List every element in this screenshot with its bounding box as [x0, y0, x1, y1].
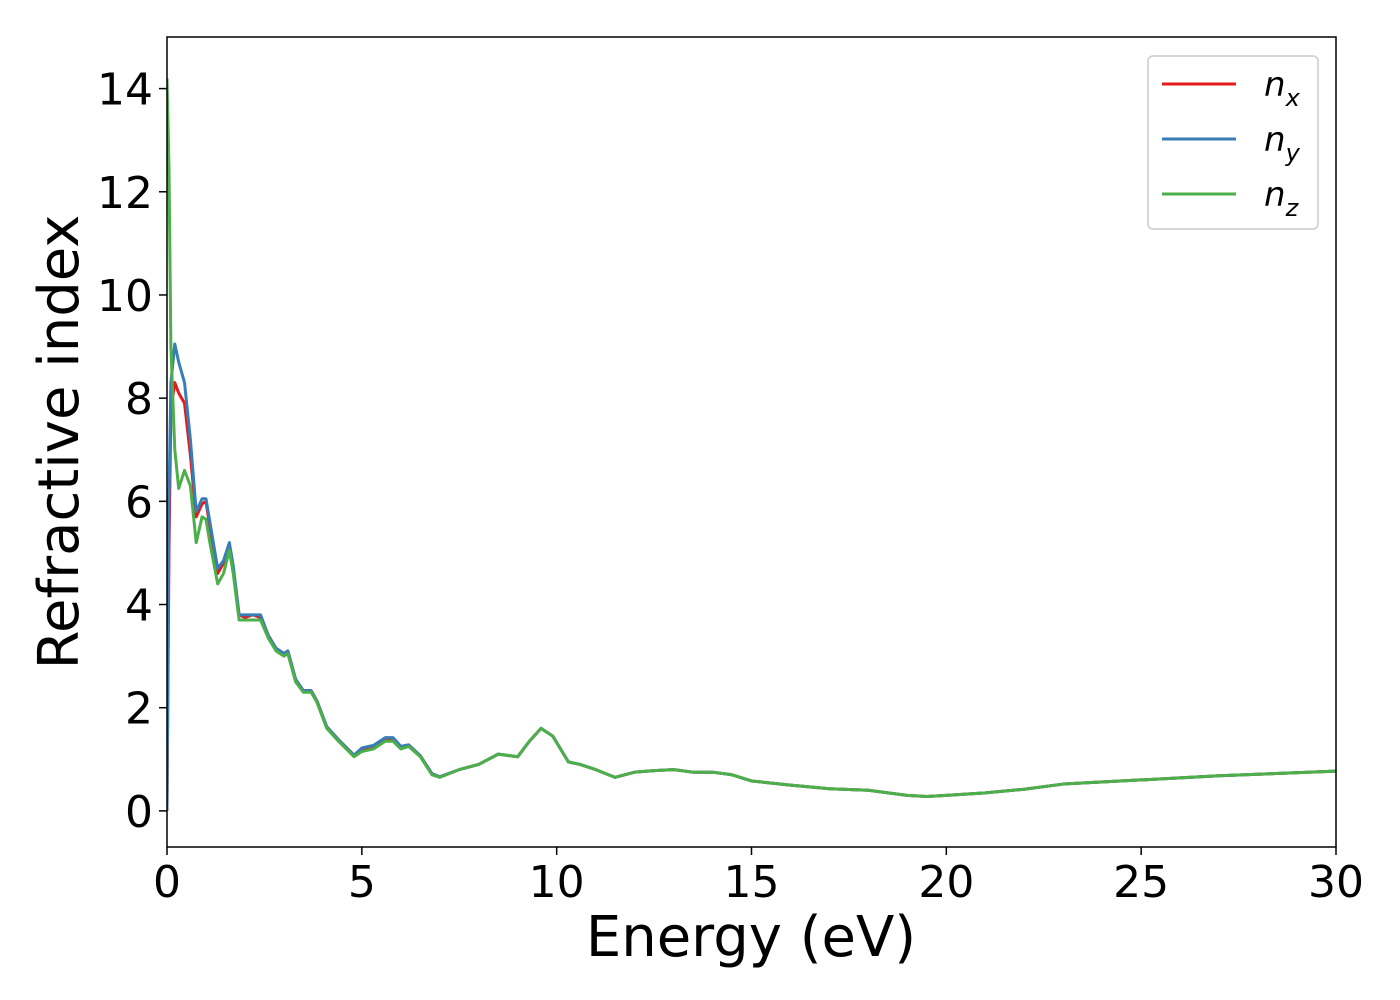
x-tick-label: 10: [529, 857, 585, 908]
x-tick-label: 25: [1113, 857, 1169, 908]
x-tick-label: 5: [348, 857, 376, 908]
x-axis-label: Energy (eV): [586, 905, 916, 970]
legend-box: [1147, 55, 1319, 230]
y-tick-label: 4: [125, 581, 153, 632]
line-series: [167, 78, 1336, 798]
y-tick-label: 6: [125, 477, 153, 528]
y-tick-label: 0: [125, 787, 153, 838]
x-tick-label: 0: [153, 857, 181, 908]
x-tick-label: 15: [724, 857, 780, 908]
y-tick-label: 14: [97, 65, 153, 116]
line-series: [167, 342, 1336, 811]
y-tick-label: 8: [125, 374, 153, 425]
y-tick-label: 2: [125, 684, 153, 735]
legend-label: nz: [1264, 175, 1300, 222]
y-tick-label: 12: [97, 168, 153, 219]
plot-frame: [166, 36, 1337, 848]
x-tick-label: 20: [918, 857, 974, 908]
y-tick-label: 10: [97, 271, 153, 322]
legend-label: nx: [1264, 65, 1301, 112]
x-tick-label: 30: [1308, 857, 1364, 908]
legend-label: ny: [1264, 120, 1301, 167]
y-axis-label: Refractive index: [27, 215, 92, 670]
